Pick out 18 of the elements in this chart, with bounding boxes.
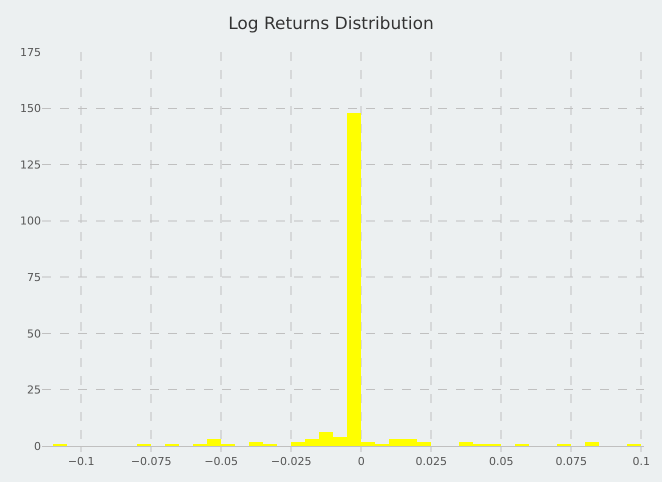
chart-title: Log Returns Distribution [228,14,434,34]
x-tick-label: 0.075 [555,455,587,468]
x-tick-label: −0.025 [270,455,312,468]
y-tick-label: 75 [27,270,41,284]
x-tick-label: 0.1 [632,455,650,468]
y-tick-label: 125 [20,158,41,172]
y-tick-label: 175 [20,46,41,59]
y-tick-label: 25 [27,384,41,397]
y-tick-label: 50 [27,327,41,340]
x-tick-label: −0.05 [204,455,238,468]
y-tick-label: 0 [34,440,41,453]
x-tick-label: −0.1 [68,455,95,468]
y-tick-label: 150 [20,102,41,116]
x-tick-label: 0 [358,455,365,468]
x-tick-label: 0.05 [488,455,514,468]
x-tick-label: 0.025 [415,455,447,468]
y-tick-label: 100 [20,214,41,228]
x-tick-label: −0.075 [130,455,172,468]
